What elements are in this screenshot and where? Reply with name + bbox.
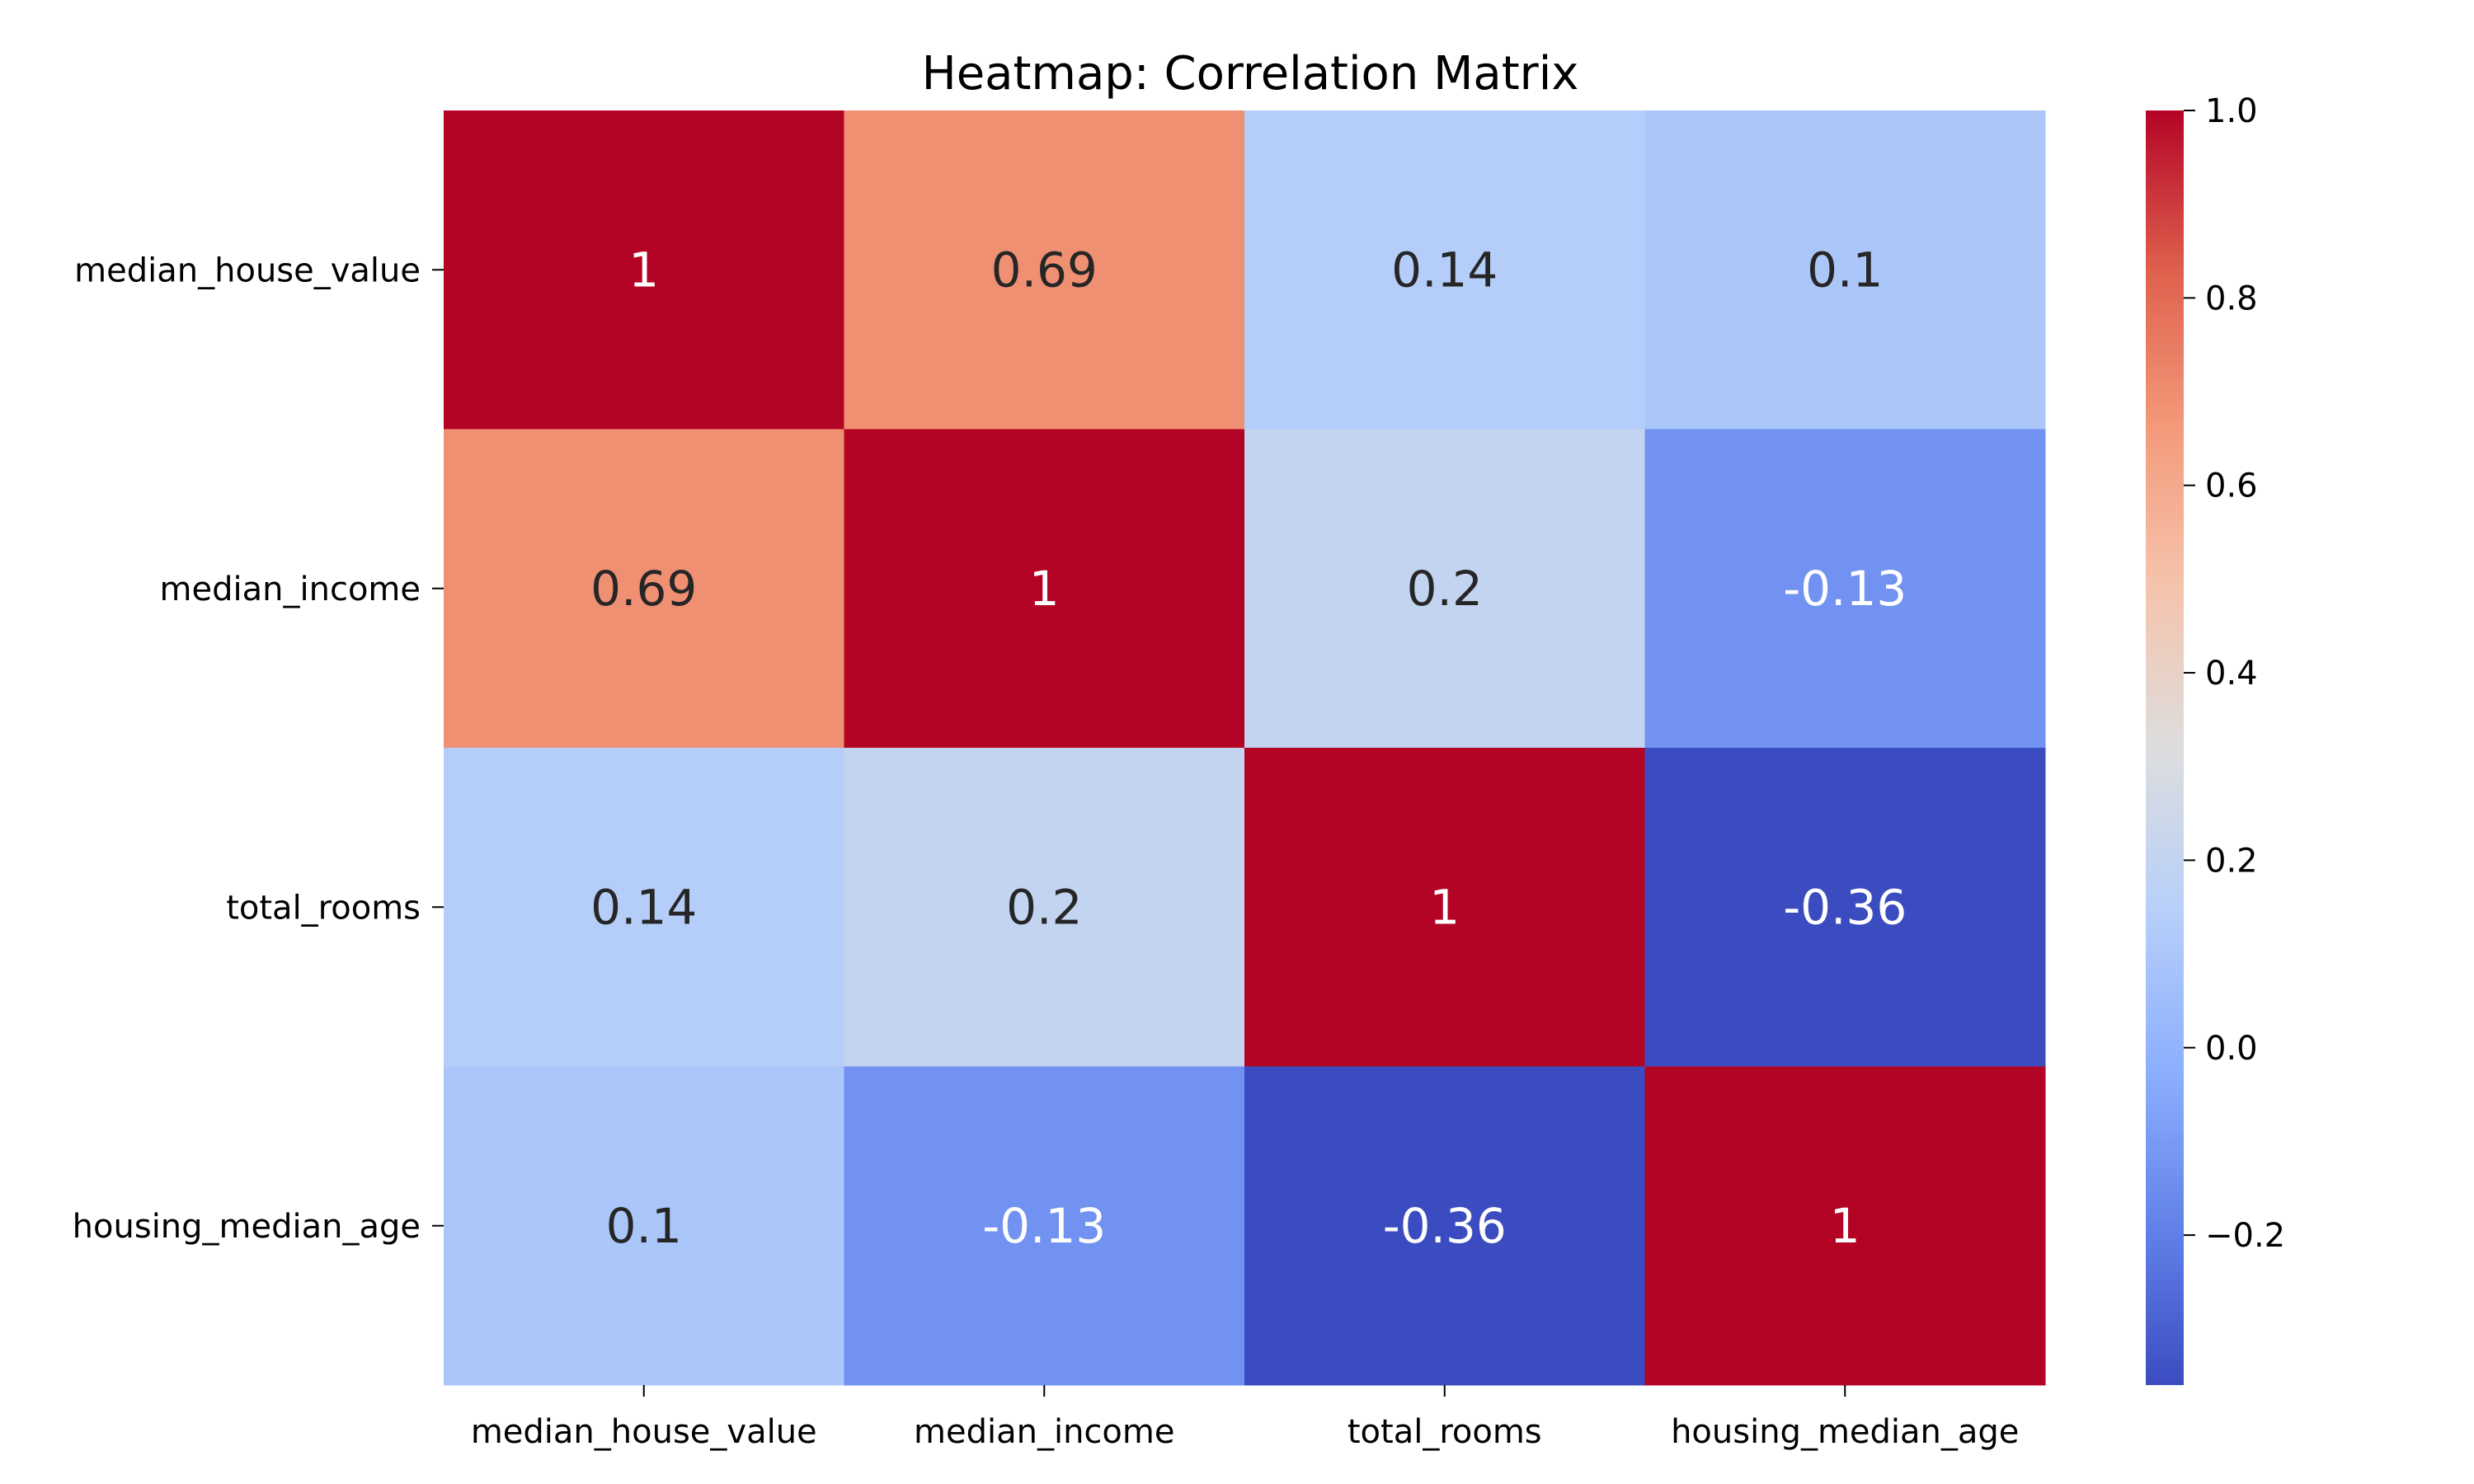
cell-value-label: 0.1 [606, 1198, 682, 1254]
column-tick-labels: median_house_value median_income total_roo… [471, 1385, 2019, 1451]
column-tick-label: housing_median_age [1671, 1413, 2019, 1451]
cell-value-label: 0.14 [590, 879, 697, 935]
colorbar-tick-label: 0.8 [2205, 279, 2258, 317]
cell-value-label: 0.2 [1407, 561, 1483, 617]
heatmap-cell [1244, 1066, 1645, 1386]
heatmap-cell [844, 1066, 1245, 1386]
colorbar-tick-label: −0.2 [2205, 1217, 2285, 1255]
colorbar-tick-label: 0.2 [2205, 842, 2258, 880]
colorbar-tick-label: 0.4 [2205, 655, 2258, 693]
heatmap-cell [1644, 748, 2046, 1067]
heatmap-cell [844, 748, 1245, 1067]
colorbar-ticks: 1.0 0.8 0.6 0.4 0.2 0.0 −0.2 [2184, 92, 2285, 1255]
cell-value-label: -0.36 [1383, 1198, 1507, 1254]
heatmap-cells: 1 0.69 0.14 0.1 0.69 1 0.2 -0.13 0.14 0.2 1 -0.36 0.… [444, 110, 2046, 1386]
row-tick-label: total_rooms [226, 889, 421, 927]
heatmap-cell [844, 429, 1245, 749]
column-tick-label: median_income [914, 1413, 1174, 1451]
colorbar-gradient [2146, 110, 2184, 1385]
colorbar: 1.0 0.8 0.6 0.4 0.2 0.0 −0.2 [2146, 92, 2285, 1385]
row-tick-label: median_income [160, 571, 421, 608]
colorbar-tick-label: 0.6 [2205, 467, 2258, 505]
heatmap-cell [1644, 110, 2046, 430]
colorbar-tick-label: 1.0 [2205, 92, 2258, 130]
row-tick-label: median_house_value [74, 251, 421, 289]
column-tick-label: median_house_value [471, 1413, 817, 1451]
cell-value-label: 1 [1830, 1198, 1860, 1254]
cell-value-label: 1 [1029, 561, 1060, 617]
cell-value-label: 0.69 [590, 561, 697, 617]
heatmap-cell [444, 748, 844, 1067]
row-tick-label: housing_median_age [73, 1208, 421, 1246]
cell-value-label: 0.1 [1807, 242, 1883, 298]
cell-value-label: -0.13 [982, 1198, 1106, 1254]
cell-value-label: 1 [628, 242, 659, 298]
cell-value-label: 0.2 [1006, 879, 1082, 935]
cell-value-label: -0.13 [1783, 561, 1907, 617]
heatmap-cell [844, 110, 1245, 430]
chart-title: Heatmap: Correlation Matrix [922, 47, 1579, 101]
cell-value-label: -0.36 [1783, 879, 1907, 935]
heatmap-cell [1644, 429, 2046, 749]
heatmap-cell [444, 1066, 844, 1386]
heatmap-cell [444, 110, 844, 430]
row-tick-labels: median_house_value median_income total_roo… [73, 251, 444, 1246]
heatmap-cell [1644, 1066, 2046, 1386]
cell-value-label: 0.69 [991, 242, 1098, 298]
heatmap-cell [1244, 748, 1645, 1067]
heatmap-cell [1244, 429, 1645, 749]
colorbar-tick-label: 0.0 [2205, 1030, 2258, 1068]
cell-value-label: 1 [1429, 879, 1460, 935]
heatmap-cell [1244, 110, 1645, 430]
column-tick-label: total_rooms [1348, 1413, 1542, 1451]
heatmap-cell [444, 429, 844, 749]
cell-value-label: 0.14 [1391, 242, 1498, 298]
